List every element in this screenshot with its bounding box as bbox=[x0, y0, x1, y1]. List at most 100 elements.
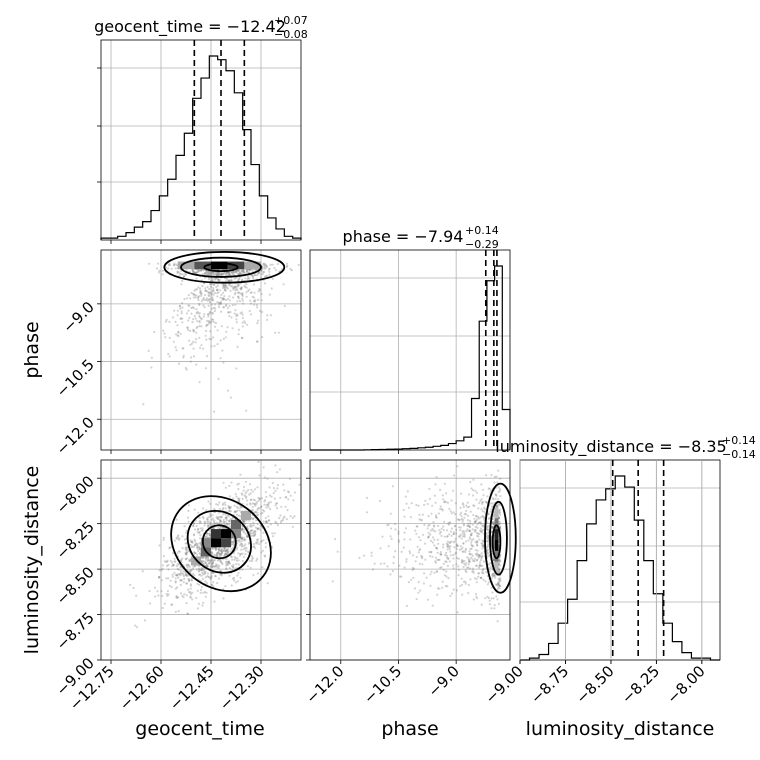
sample-point bbox=[245, 295, 248, 298]
sample-point bbox=[201, 529, 204, 532]
sample-point bbox=[171, 573, 174, 576]
sample-point bbox=[495, 505, 499, 508]
sample-point bbox=[496, 481, 499, 484]
sample-point bbox=[179, 572, 183, 575]
sample-point bbox=[263, 554, 266, 557]
sample-point bbox=[205, 325, 208, 328]
title-luminosity-distance-plus: +0.14 bbox=[722, 434, 756, 447]
sample-point bbox=[189, 593, 192, 596]
sample-point bbox=[265, 495, 268, 499]
sample-point bbox=[392, 555, 395, 559]
sample-point bbox=[452, 531, 455, 534]
sample-point bbox=[253, 303, 256, 306]
sample-point bbox=[158, 269, 161, 272]
sample-point bbox=[228, 510, 231, 513]
sample-point bbox=[276, 487, 279, 490]
sample-point bbox=[431, 555, 434, 558]
sample-point bbox=[270, 287, 273, 290]
sample-point bbox=[134, 624, 137, 627]
sample-point bbox=[211, 311, 214, 314]
sample-point bbox=[183, 298, 186, 301]
title-geocent-time-minus: −0.08 bbox=[274, 28, 308, 41]
sample-point bbox=[428, 523, 431, 527]
sample-point bbox=[211, 297, 214, 300]
sample-point bbox=[439, 508, 442, 511]
sample-point bbox=[204, 289, 207, 292]
sample-point bbox=[232, 287, 235, 290]
sample-point bbox=[195, 596, 198, 600]
sample-point bbox=[491, 526, 494, 529]
sample-point bbox=[463, 516, 466, 519]
sample-point bbox=[227, 551, 230, 554]
sample-point bbox=[235, 270, 239, 273]
sample-point bbox=[473, 530, 476, 533]
sample-point bbox=[274, 464, 277, 467]
sample-point bbox=[449, 530, 452, 533]
sample-point bbox=[181, 306, 184, 309]
sample-point bbox=[474, 521, 477, 524]
sample-point bbox=[483, 506, 486, 509]
sample-point bbox=[259, 524, 262, 527]
sample-point bbox=[185, 552, 188, 555]
sample-point bbox=[202, 296, 206, 300]
sample-point bbox=[456, 556, 459, 560]
sample-point bbox=[409, 552, 412, 555]
sample-point bbox=[240, 492, 243, 495]
sample-point bbox=[432, 529, 435, 532]
title-phase: phase = −7.94 bbox=[343, 227, 464, 246]
sample-point bbox=[205, 518, 209, 521]
sample-point bbox=[248, 524, 251, 527]
sample-point bbox=[187, 549, 190, 553]
sample-point bbox=[269, 507, 272, 511]
sample-point bbox=[182, 573, 185, 576]
sample-point bbox=[456, 518, 459, 521]
sample-point bbox=[463, 559, 466, 563]
sample-point bbox=[255, 541, 258, 544]
sample-point bbox=[467, 539, 470, 542]
sample-point bbox=[491, 526, 494, 529]
sample-point bbox=[186, 573, 189, 576]
sample-point bbox=[453, 540, 456, 543]
sample-point bbox=[204, 572, 207, 575]
sample-point bbox=[251, 505, 254, 509]
sample-point bbox=[178, 573, 181, 576]
sample-point bbox=[469, 519, 472, 523]
sample-point bbox=[172, 340, 175, 343]
sample-point bbox=[226, 564, 229, 567]
sample-point bbox=[212, 559, 215, 562]
sample-point bbox=[220, 552, 223, 555]
sample-point bbox=[267, 505, 270, 508]
ytick-label: −12.0 bbox=[53, 413, 98, 458]
sample-point bbox=[244, 538, 247, 541]
sample-point bbox=[267, 515, 270, 518]
sample-point bbox=[231, 577, 235, 580]
sample-point bbox=[443, 574, 446, 577]
sample-point bbox=[435, 515, 438, 519]
sample-point bbox=[433, 571, 436, 574]
sample-point bbox=[498, 559, 501, 562]
sample-point bbox=[461, 593, 464, 596]
sample-point bbox=[480, 542, 483, 545]
sample-point bbox=[212, 410, 216, 413]
sample-point bbox=[474, 529, 477, 532]
sample-point bbox=[169, 559, 172, 563]
sample-point bbox=[475, 581, 478, 584]
sample-point bbox=[240, 292, 243, 295]
sample-point bbox=[251, 532, 255, 535]
sample-point bbox=[257, 496, 260, 499]
sample-point bbox=[437, 524, 440, 528]
sample-point bbox=[207, 536, 210, 539]
sample-point bbox=[212, 290, 215, 293]
sample-point bbox=[497, 602, 500, 606]
sample-point bbox=[156, 590, 159, 593]
sample-point bbox=[266, 504, 269, 507]
sample-point bbox=[201, 527, 204, 530]
sample-point bbox=[436, 551, 439, 554]
sample-point bbox=[227, 279, 230, 282]
sample-point bbox=[474, 520, 478, 523]
sample-point bbox=[176, 271, 179, 275]
sample-point bbox=[191, 545, 194, 548]
sample-point bbox=[215, 553, 218, 557]
sample-point bbox=[210, 285, 213, 288]
sample-point bbox=[470, 547, 473, 550]
